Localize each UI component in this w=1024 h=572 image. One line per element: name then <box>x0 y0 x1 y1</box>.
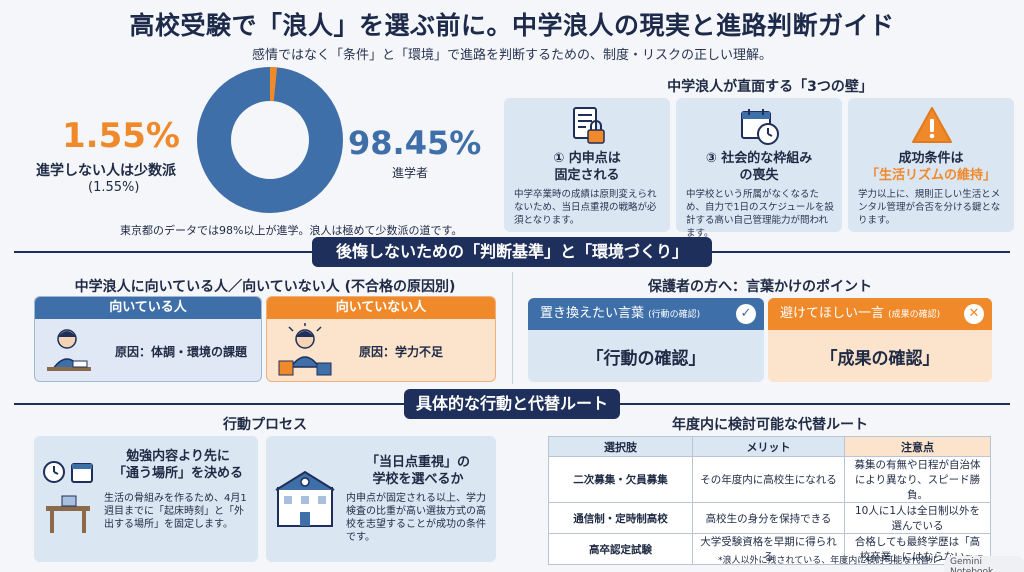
wall-1-head-line2: 固定される <box>554 168 620 183</box>
table-row: 二次募集・欠員募集 その年度内に高校生になれる 募集の有無や日程が自治体により異… <box>548 456 991 503</box>
route-option: 通信制・定時制高校 <box>548 502 693 534</box>
avoid-head: 避けてほしい一言 <box>780 306 885 321</box>
fit-title: 中学浪人に向いている人／向いていない人 (不合格の原因別) <box>74 279 456 295</box>
route-merit: 大学受験資格を早期に得られる <box>692 533 845 565</box>
wall-2-head-line2: の喪失 <box>739 168 779 183</box>
route-option: 高卒認定試験 <box>548 533 693 565</box>
table-row: 通信制・定時制高校 高校生の身分を保持できる 10人に1人は全日制以外を選んでい… <box>548 502 991 534</box>
routes-header-row: 選択肢 メリット 注意点 <box>548 436 991 457</box>
route-merit: 高校生の身分を保持できる <box>692 502 845 534</box>
section2-banner: 具体的な行動と代替ルート <box>404 389 620 419</box>
warning-icon <box>912 107 952 143</box>
routes-title: 年度内に検討可能な代替ルート <box>672 417 868 433</box>
avoid-big: 「成果の確認」 <box>820 349 940 369</box>
minority-percent: 1.55% <box>62 116 180 156</box>
wall-3-body: 学力以上に、規則正しい生活とメンタル管理が合否を分ける鍵となります。 <box>858 189 1001 226</box>
wall-1-body: 中学卒業時の成績は原則変えられないため、当日点重視の戦略が必須となります。 <box>514 189 657 226</box>
brand-badge: Gemini Notebook <box>944 556 1024 572</box>
wall-card-social: ③ 社会的な枠組み の喪失 中学校という所属がなくなるため、自力で1日のスケジュ… <box>676 98 842 239</box>
wall-card-rhythm: 成功条件は 「生活リズムの維持」 学力以上に、規則正しい生活とメンタル管理が合否… <box>848 98 1014 232</box>
action1-title-line2: 「通う場所」を決める <box>112 466 243 481</box>
routes-header-caution: 注意点 <box>844 436 991 457</box>
avoid-sub: (成果の確認) <box>888 310 941 320</box>
replace-head: 置き換えたい言葉 <box>540 306 645 321</box>
route-merit: その年度内に高校生になれる <box>692 456 845 503</box>
word-card-replace: 置き換えたい言葉 (行動の確認) ✓ 「行動の確認」 <box>528 298 764 382</box>
document-lock-icon <box>573 107 605 144</box>
route-caution: 募集の有無や日程が自治体により異なり、スピード勝負。 <box>844 456 991 503</box>
route-option: 二次募集・欠員募集 <box>548 456 693 503</box>
table-row: 高卒認定試験 大学受験資格を早期に得られる 合格しても最終学歴は「高校卒業」には… <box>548 533 991 565</box>
minority-label: 進学しない人は少数派 <box>36 163 176 179</box>
stressed-student-icon <box>278 323 332 376</box>
wall-3-head-line2: 「生活リズムの維持」 <box>865 168 996 183</box>
action2-title-line2: 学校を選べるか <box>372 472 464 487</box>
replace-sub: (行動の確認) <box>648 310 701 320</box>
route-caution: 合格しても最終学歴は「高校卒業」にはならない。 <box>844 533 991 565</box>
donut-note: 東京都のデータでは98%以上が進学。浪人は極めて少数派の道です。 <box>120 224 463 237</box>
calendar-clock-icon <box>741 109 779 145</box>
routes-table: 選択肢 メリット 注意点 二次募集・欠員募集 その年度内に高校生になれる 募集の… <box>548 436 991 565</box>
wall-3-head-line1: 成功条件は <box>898 151 964 166</box>
word-card-avoid: 避けてほしい一言 (成果の確認) ✕ 「成果の確認」 <box>768 298 992 382</box>
majority-percent: 98.45% <box>348 124 482 162</box>
check-icon: ✓ <box>736 304 756 324</box>
student-studying-icon <box>47 329 91 371</box>
progression-donut-chart <box>196 66 344 214</box>
fit-good-head: 向いている人 <box>35 297 261 319</box>
action2-title-line1: 「当日点重視」の <box>365 455 470 470</box>
section1-banner: 後悔しないための「判断基準」と「環境づくり」 <box>312 237 712 267</box>
column-separator <box>512 272 513 384</box>
action-card-school: 「当日点重視」の 学校を選べるか 内申点が固定される以上、学力検査の比重が高い選… <box>266 436 496 562</box>
wall-2-head-line1: ③ 社会的な枠組み <box>705 151 813 166</box>
action2-body: 内申点が固定される以上、学力検査の比重が高い選抜方式の高校を志望することが成功の… <box>346 493 486 543</box>
routes-header-option: 選択肢 <box>548 436 693 457</box>
action1-body: 生活の骨組みを作るため、4月1週目までに「起床時刻」と「外出する場所」を固定しま… <box>104 493 247 530</box>
desk-clock-calendar-icon <box>43 461 93 533</box>
fit-bad-body: 原因：学力不足 <box>359 345 444 359</box>
fit-good-body: 原因：体調・環境の課題 <box>115 345 248 359</box>
routes-header-merit: メリット <box>692 436 845 457</box>
walls-title: 中学浪人が直面する「3つの壁」 <box>667 79 873 95</box>
process-title: 行動プロセス <box>223 417 307 433</box>
words-title: 保護者の方へ：言葉かけのポイント <box>648 279 872 295</box>
replace-big: 「行動の確認」 <box>586 349 706 369</box>
wall-2-body: 中学校という所属がなくなるため、自力で1日のスケジュールを設計する高い自己管理能… <box>686 189 834 239</box>
school-building-icon <box>275 470 335 527</box>
route-caution: 10人に1人は全日制以外を選んでいる <box>844 502 991 534</box>
fit-card-unsuited: 向いていない人 原因：学力不足 <box>266 296 496 382</box>
page-subtitle: 感情ではなく「条件」と「環境」で進路を判断するための、制度・リスクの正しい理解。 <box>251 48 772 63</box>
page-title: 高校受験で「浪人」を選ぶ前に。中学浪人の現実と進路判断ガイド <box>129 11 895 40</box>
cross-icon: ✕ <box>964 304 984 324</box>
fit-bad-head: 向いていない人 <box>267 297 495 319</box>
action-card-place: 勉強内容より先に 「通う場所」を決める 生活の骨組みを作るため、4月1週目までに… <box>34 436 258 562</box>
wall-1-head-line1: ① 内申点は <box>553 151 621 166</box>
majority-label: 進学者 <box>392 166 429 180</box>
fit-card-suited: 向いている人 原因：体調・環境の課題 <box>34 296 262 382</box>
routes-footnote: *浪人以外に残されている、年度内に検討可能な代替ルートの整理 <box>718 556 984 566</box>
minority-sub: (1.55%) <box>88 180 140 195</box>
action1-title-line1: 勉強内容より先に <box>126 449 230 464</box>
wall-card-naishin: ① 内申点は 固定される 中学卒業時の成績は原則変えられないため、当日点重視の戦… <box>504 98 670 232</box>
